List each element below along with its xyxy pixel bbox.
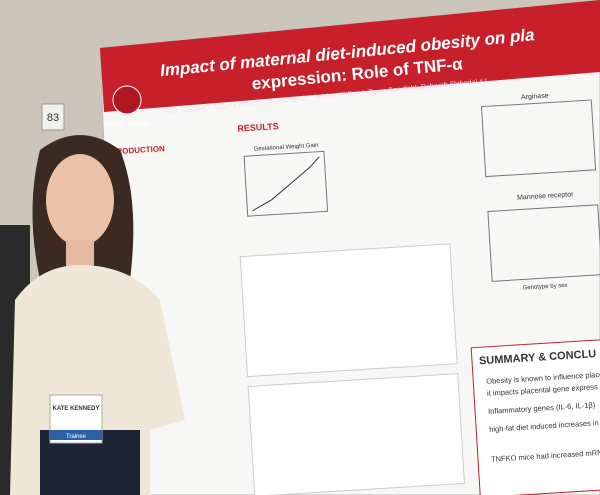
summary-box bbox=[470, 338, 600, 495]
figure-title: Arginase bbox=[521, 93, 549, 102]
figure-title: Gestational Weight Gain bbox=[254, 143, 319, 153]
chart-frame bbox=[480, 99, 597, 178]
logo-text: NSERC CRSNG bbox=[105, 122, 150, 128]
wall-sign bbox=[41, 103, 65, 131]
axis-label: Genotype by sex bbox=[522, 283, 567, 292]
chart-line bbox=[252, 156, 320, 212]
figure-panel bbox=[239, 243, 458, 378]
face bbox=[46, 154, 114, 246]
figure-panel bbox=[247, 373, 465, 495]
chart-frame bbox=[243, 150, 329, 217]
badge-role: Trainee bbox=[66, 434, 87, 440]
figure-title: Mannose receptor bbox=[517, 191, 574, 201]
wall-sign-text: 83 bbox=[47, 112, 59, 124]
badge-name: KATE KENNEDY bbox=[53, 406, 100, 412]
logo-circle bbox=[112, 85, 142, 115]
badge-stripe bbox=[50, 430, 102, 440]
poster-header bbox=[100, 0, 600, 112]
poster-body: INTRODUCTION RESULTS Gestational Weight … bbox=[103, 93, 600, 495]
section-heading: RESULTS bbox=[237, 121, 279, 134]
